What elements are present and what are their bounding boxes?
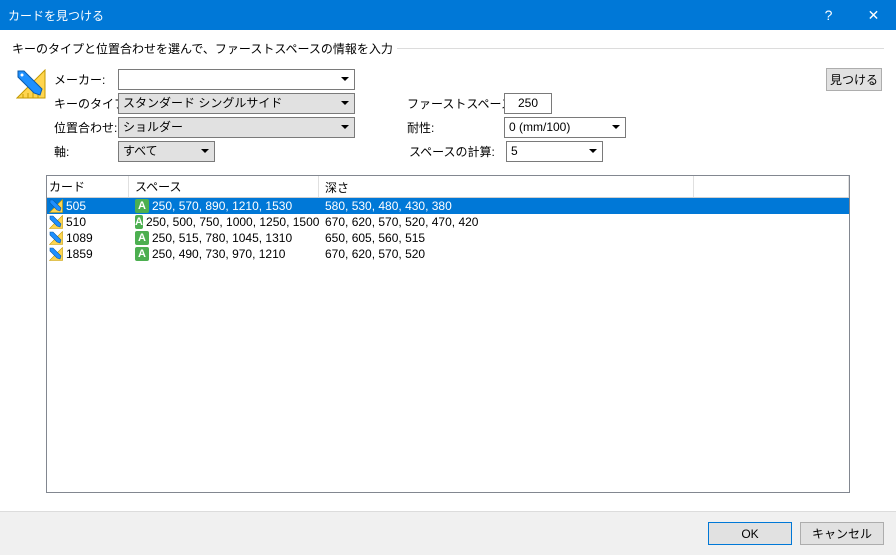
dialog-footer: OK キャンセル [0,511,896,555]
table-header: カード スペース 深さ [47,176,849,198]
ok-button[interactable]: OK [708,522,792,545]
depth-values: 580, 530, 480, 430, 380 [325,199,452,213]
card-number: 510 [66,215,86,229]
key-icon [49,247,63,261]
a-badge-icon: A [135,247,149,261]
key-icon [49,199,63,213]
space-values: 250, 515, 780, 1045, 1310 [152,231,292,245]
criteria-group: キーのタイプと位置合わせを選んで、ファーストスペースの情報を入力 [12,40,884,493]
space-calc-label: スペースの計算: [409,143,504,160]
key-icon [49,215,63,229]
form-area: メーカー: 見つける キーのタイプ: スタンダード シングルサイド ファーストス… [12,63,884,165]
space-values: 250, 570, 890, 1210, 1530 [152,199,292,213]
col-header-extra[interactable] [694,176,849,197]
card-number: 1859 [66,247,93,261]
a-badge-icon: A [135,215,143,229]
space-calc-select[interactable]: 5 [506,141,603,162]
card-number: 505 [66,199,86,213]
dialog-content: キーのタイプと位置合わせを選んで、ファーストスペースの情報を入力 [0,30,896,497]
space-values: 250, 490, 730, 970, 1210 [152,247,285,261]
first-space-input[interactable] [504,93,552,114]
depth-values: 650, 605, 560, 515 [325,231,425,245]
group-legend: キーのタイプと位置合わせを選んで、ファーストスペースの情報を入力 [12,40,397,57]
table-row[interactable]: 510 A250, 500, 750, 1000, 1250, 1500 670, … [47,214,849,230]
window-titlebar: カードを見つける ? ✕ [0,0,896,30]
table-row[interactable]: 1089 A250, 515, 780, 1045, 1310 650, 605, … [47,230,849,246]
card-number: 1089 [66,231,93,245]
table-row[interactable]: 505 A250, 570, 890, 1210, 1530 580, 530, 4… [47,198,849,214]
space-values: 250, 500, 750, 1000, 1250, 1500 [146,215,319,229]
tolerance-select[interactable]: 0 (mm/100) [504,117,626,138]
axis-label: 軸: [54,143,116,160]
col-header-space[interactable]: スペース [129,176,319,197]
find-button[interactable]: 見つける [826,68,882,91]
results-table: カード スペース 深さ 505A250, 570, 890, 1210, 153… [46,175,850,493]
icon-column [14,67,48,99]
cancel-button[interactable]: キャンセル [800,522,884,545]
a-badge-icon: A [135,231,149,245]
window-title: カードを見つける [8,7,806,24]
depth-values: 670, 620, 570, 520, 470, 420 [325,215,478,229]
depth-values: 670, 620, 570, 520 [325,247,425,261]
col-header-depth[interactable]: 深さ [319,176,694,197]
key-ruler-icon [16,69,46,99]
help-button[interactable]: ? [806,0,851,30]
first-space-label: ファーストスペース: [407,95,502,112]
col-header-card[interactable]: カード [47,176,129,197]
fields-column: メーカー: 見つける キーのタイプ: スタンダード シングルサイド ファーストス… [54,67,882,163]
alignment-label: 位置合わせ: [54,119,116,136]
table-body: 505A250, 570, 890, 1210, 1530580, 530, 4… [47,198,849,262]
key-icon [49,231,63,245]
tolerance-label: 耐性: [407,119,502,136]
maker-label: メーカー: [54,71,116,88]
key-type-label: キーのタイプ: [54,95,116,112]
table-row[interactable]: 1859 A250, 490, 730, 970, 1210 670, 620, 5… [47,246,849,262]
maker-select[interactable] [118,69,355,90]
a-badge-icon: A [135,199,149,213]
alignment-select[interactable]: ショルダー [118,117,355,138]
key-type-select[interactable]: スタンダード シングルサイド [118,93,355,114]
axis-select[interactable]: すべて [118,141,215,162]
close-button[interactable]: ✕ [851,0,896,30]
